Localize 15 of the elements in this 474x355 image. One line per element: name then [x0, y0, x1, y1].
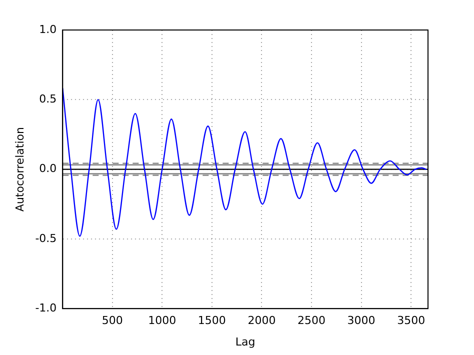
x-tick-label: 1000 [148, 314, 176, 328]
x-tick-label: 3500 [397, 314, 426, 328]
x-tick-label: 2000 [248, 314, 276, 328]
y-tick-label: -0.5 [35, 232, 57, 245]
y-tick-label: 0.5 [39, 92, 57, 106]
y-axis-title: Autocorrelation [13, 126, 26, 212]
line-series [62, 88, 427, 237]
x-tick-label: 1500 [198, 314, 226, 328]
x-tick-label: 500 [102, 314, 123, 328]
y-tick-label: -1.0 [35, 301, 57, 314]
y-tick-label: 1.0 [39, 22, 57, 36]
x-tick-label: 3000 [347, 314, 376, 328]
x-tick-label: 2500 [298, 314, 326, 328]
y-tick-label: 0.0 [39, 162, 57, 176]
x-axis-title: Lag [235, 335, 256, 348]
